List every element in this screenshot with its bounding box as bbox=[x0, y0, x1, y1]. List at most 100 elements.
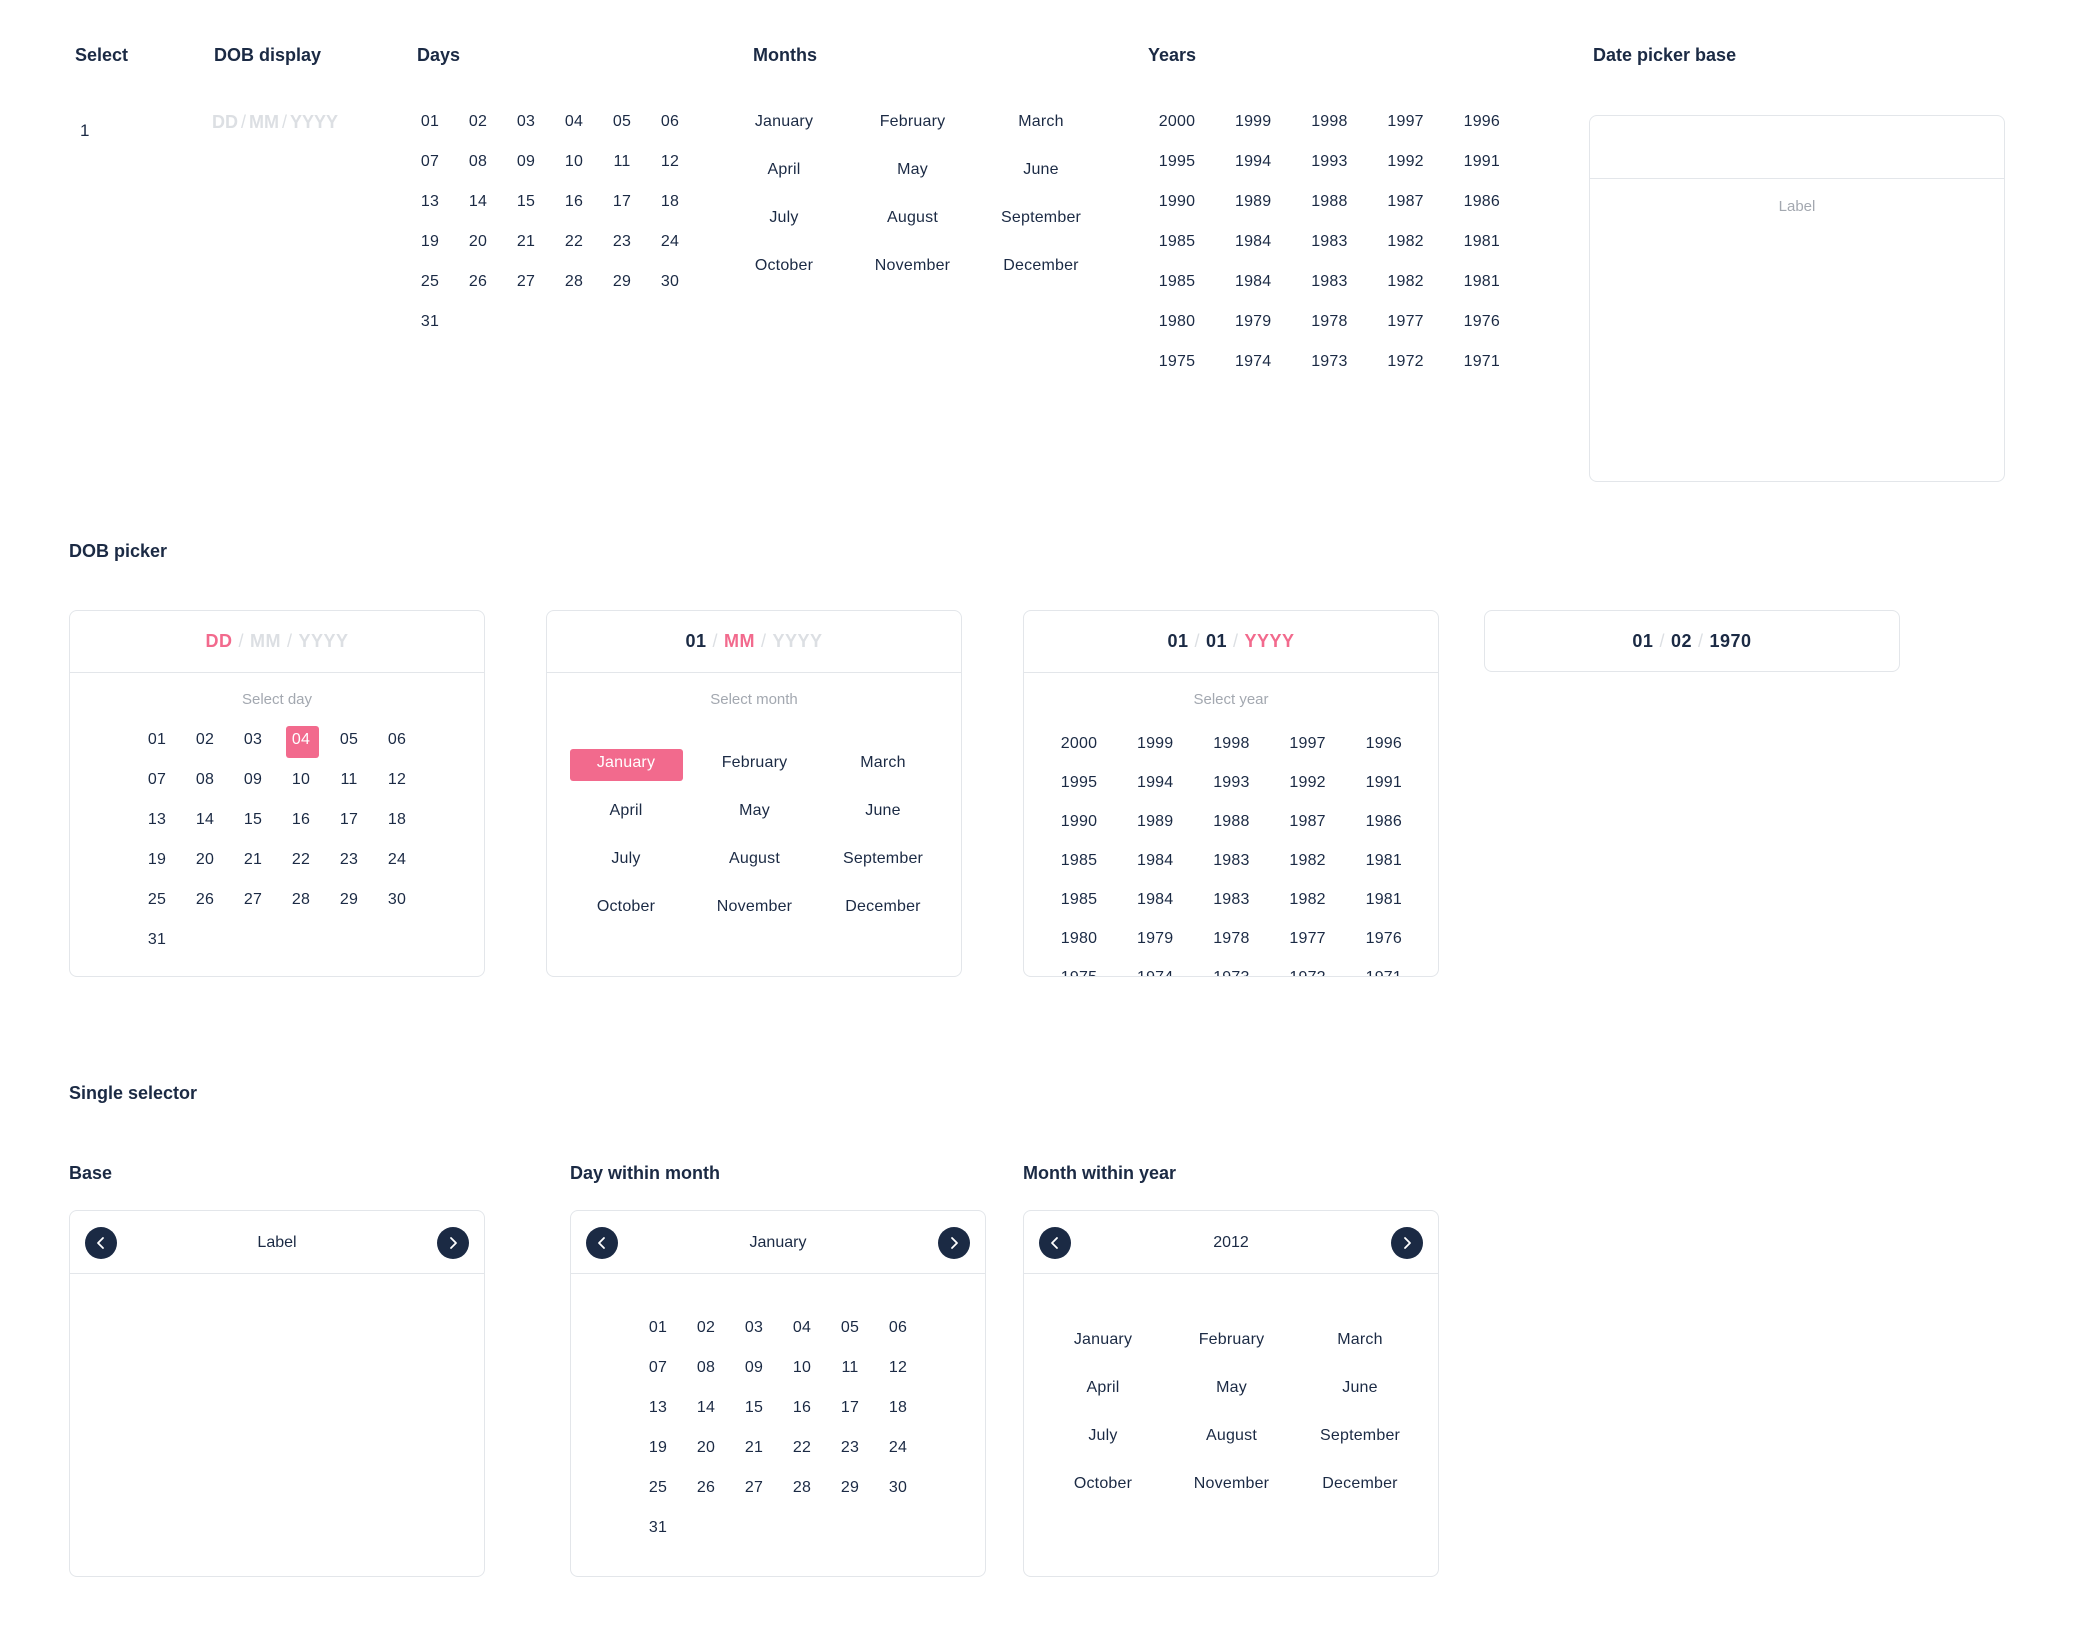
day-cell[interactable]: 05 bbox=[840, 1319, 860, 1336]
day-cell[interactable]: 22 bbox=[564, 233, 584, 250]
day-cell[interactable]: 07 bbox=[147, 771, 167, 788]
day-cell[interactable]: 17 bbox=[840, 1399, 860, 1416]
day-cell[interactable]: 22 bbox=[291, 851, 311, 868]
day-cell[interactable]: 20 bbox=[195, 851, 215, 868]
day-cell[interactable]: 26 bbox=[696, 1479, 716, 1496]
year-cell[interactable]: 1998 bbox=[1213, 735, 1250, 752]
day-cell[interactable]: 02 bbox=[696, 1319, 716, 1336]
year-cell[interactable]: 1992 bbox=[1289, 774, 1326, 791]
year-cell[interactable]: 1983 bbox=[1311, 273, 1348, 290]
day-cell[interactable]: 15 bbox=[516, 193, 536, 210]
month-cell[interactable]: October bbox=[596, 898, 656, 915]
day-cell[interactable]: 18 bbox=[888, 1399, 908, 1416]
year-cell[interactable]: 1986 bbox=[1463, 193, 1500, 210]
day-cell[interactable]: 22 bbox=[792, 1439, 812, 1456]
day-cell[interactable]: 11 bbox=[340, 771, 358, 788]
day-cell[interactable]: 27 bbox=[516, 273, 536, 290]
day-within-month-prev-button[interactable] bbox=[586, 1227, 618, 1259]
year-cell[interactable]: 1976 bbox=[1463, 313, 1500, 330]
year-cell[interactable]: 1993 bbox=[1213, 774, 1250, 791]
day-cell[interactable]: 04 bbox=[291, 731, 311, 748]
year-cell[interactable]: 1984 bbox=[1136, 852, 1174, 869]
year-cell[interactable]: 1984 bbox=[1136, 891, 1174, 908]
year-cell[interactable]: 1999 bbox=[1136, 735, 1174, 752]
day-cell[interactable]: 02 bbox=[468, 113, 488, 130]
day-cell[interactable]: 06 bbox=[660, 113, 680, 130]
year-cell[interactable]: 1977 bbox=[1387, 313, 1424, 330]
month-cell[interactable]: March bbox=[1018, 113, 1064, 130]
year-cell[interactable]: 1984 bbox=[1234, 233, 1272, 250]
day-cell[interactable]: 30 bbox=[660, 273, 680, 290]
year-cell[interactable]: 1981 bbox=[1365, 891, 1402, 908]
day-cell[interactable]: 17 bbox=[339, 811, 359, 828]
year-cell[interactable]: 1989 bbox=[1234, 193, 1272, 210]
year-cell[interactable]: 1984 bbox=[1234, 273, 1272, 290]
day-cell[interactable]: 03 bbox=[243, 731, 263, 748]
day-cell[interactable]: 09 bbox=[516, 153, 536, 170]
year-cell[interactable]: 1980 bbox=[1060, 930, 1098, 947]
year-cell[interactable]: 1977 bbox=[1289, 930, 1326, 947]
year-cell[interactable]: 1971 bbox=[1344, 969, 1424, 976]
base-next-button[interactable] bbox=[437, 1227, 469, 1259]
month-cell[interactable]: November bbox=[1193, 1475, 1270, 1492]
day-cell[interactable]: 05 bbox=[612, 113, 632, 130]
dob-day-card-header[interactable]: DD / MM / YYYY bbox=[70, 611, 484, 673]
day-cell[interactable]: 18 bbox=[660, 193, 680, 210]
day-cell[interactable]: 04 bbox=[564, 113, 584, 130]
year-cell[interactable]: 1994 bbox=[1136, 774, 1174, 791]
month-cell[interactable]: February bbox=[721, 754, 788, 771]
day-cell[interactable]: 26 bbox=[195, 891, 215, 908]
day-cell[interactable]: 07 bbox=[648, 1359, 668, 1376]
day-cell[interactable]: 29 bbox=[612, 273, 632, 290]
day-cell[interactable]: 06 bbox=[387, 731, 407, 748]
day-cell[interactable]: 21 bbox=[744, 1439, 764, 1456]
month-cell[interactable]: February bbox=[1198, 1331, 1265, 1348]
day-cell[interactable]: 13 bbox=[147, 811, 167, 828]
day-cell[interactable]: 01 bbox=[648, 1319, 668, 1336]
day-cell[interactable]: 30 bbox=[387, 891, 407, 908]
month-cell[interactable]: July bbox=[1088, 1427, 1118, 1444]
month-cell[interactable]: February bbox=[879, 113, 946, 130]
month-cell[interactable]: September bbox=[843, 850, 924, 867]
day-cell[interactable]: 24 bbox=[888, 1439, 908, 1456]
dob-month-card-header[interactable]: 01/MM / YYYY bbox=[547, 611, 961, 673]
day-cell[interactable]: 20 bbox=[696, 1439, 716, 1456]
month-cell[interactable]: September bbox=[1320, 1427, 1401, 1444]
year-cell[interactable]: 1990 bbox=[1158, 193, 1196, 210]
day-cell[interactable]: 25 bbox=[648, 1479, 668, 1496]
day-cell[interactable]: 16 bbox=[291, 811, 311, 828]
day-cell[interactable]: 09 bbox=[744, 1359, 764, 1376]
day-cell[interactable]: 18 bbox=[387, 811, 407, 828]
year-cell[interactable]: 1996 bbox=[1463, 113, 1500, 130]
year-cell[interactable]: 2000 bbox=[1158, 113, 1196, 130]
month-cell[interactable]: May bbox=[1216, 1379, 1247, 1396]
year-cell[interactable]: 1997 bbox=[1387, 113, 1424, 130]
month-cell[interactable]: July bbox=[769, 209, 799, 226]
day-cell[interactable]: 10 bbox=[564, 153, 584, 170]
year-cell[interactable]: 1997 bbox=[1289, 735, 1326, 752]
day-cell[interactable]: 16 bbox=[792, 1399, 812, 1416]
month-cell[interactable]: April bbox=[767, 161, 801, 178]
day-cell[interactable]: 21 bbox=[243, 851, 263, 868]
day-cell[interactable]: 03 bbox=[516, 113, 536, 130]
year-cell[interactable]: 1972 bbox=[1387, 353, 1424, 370]
month-within-year-prev-button[interactable] bbox=[1039, 1227, 1071, 1259]
day-cell[interactable]: 29 bbox=[840, 1479, 860, 1496]
day-cell[interactable]: 01 bbox=[420, 113, 440, 130]
year-cell[interactable]: 1975 bbox=[1158, 353, 1196, 370]
day-cell[interactable]: 12 bbox=[888, 1359, 908, 1376]
year-cell[interactable]: 1973 bbox=[1191, 969, 1271, 976]
day-cell[interactable]: 28 bbox=[564, 273, 584, 290]
year-cell[interactable]: 1982 bbox=[1289, 891, 1326, 908]
day-cell[interactable]: 20 bbox=[468, 233, 488, 250]
year-cell[interactable]: 1996 bbox=[1365, 735, 1402, 752]
month-cell[interactable]: October bbox=[1073, 1475, 1133, 1492]
year-cell[interactable]: 1980 bbox=[1158, 313, 1196, 330]
day-cell[interactable]: 31 bbox=[420, 313, 440, 330]
day-cell[interactable]: 19 bbox=[147, 851, 167, 868]
day-cell[interactable]: 27 bbox=[744, 1479, 764, 1496]
year-cell[interactable]: 1982 bbox=[1289, 852, 1326, 869]
year-cell[interactable]: 1986 bbox=[1365, 813, 1402, 830]
day-cell[interactable]: 19 bbox=[420, 233, 440, 250]
month-cell[interactable]: June bbox=[1023, 161, 1059, 178]
